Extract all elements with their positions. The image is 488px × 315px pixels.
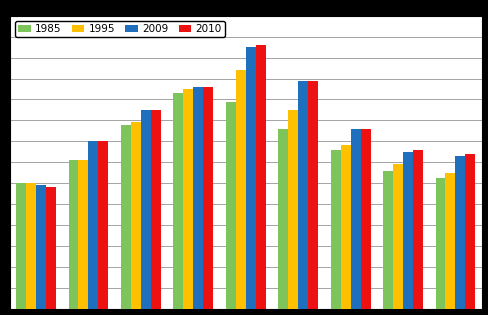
Bar: [121, 124, 131, 309]
Bar: [98, 141, 108, 309]
Bar: [392, 164, 402, 309]
Bar: [78, 160, 88, 309]
Bar: [330, 150, 340, 309]
Bar: [340, 146, 350, 309]
Bar: [278, 129, 287, 309]
Bar: [382, 171, 392, 309]
Bar: [46, 187, 56, 309]
Bar: [235, 70, 245, 309]
Bar: [150, 110, 161, 309]
Bar: [402, 152, 412, 309]
Bar: [225, 101, 235, 309]
Bar: [298, 81, 307, 309]
Legend: 1985, 1995, 2009, 2010: 1985, 1995, 2009, 2010: [15, 21, 224, 37]
Bar: [435, 178, 445, 309]
Bar: [203, 87, 213, 309]
Bar: [131, 123, 141, 309]
Bar: [454, 156, 465, 309]
Bar: [88, 141, 98, 309]
Bar: [287, 110, 298, 309]
Bar: [141, 110, 150, 309]
Bar: [16, 183, 26, 309]
Bar: [183, 89, 193, 309]
Bar: [445, 173, 454, 309]
Bar: [26, 183, 36, 309]
Bar: [412, 150, 422, 309]
Bar: [307, 81, 317, 309]
Bar: [255, 45, 265, 309]
Bar: [350, 129, 360, 309]
Bar: [245, 47, 255, 309]
Bar: [193, 87, 203, 309]
Bar: [360, 129, 370, 309]
Bar: [36, 185, 46, 309]
Bar: [465, 154, 474, 309]
Bar: [173, 93, 183, 309]
Bar: [68, 160, 78, 309]
